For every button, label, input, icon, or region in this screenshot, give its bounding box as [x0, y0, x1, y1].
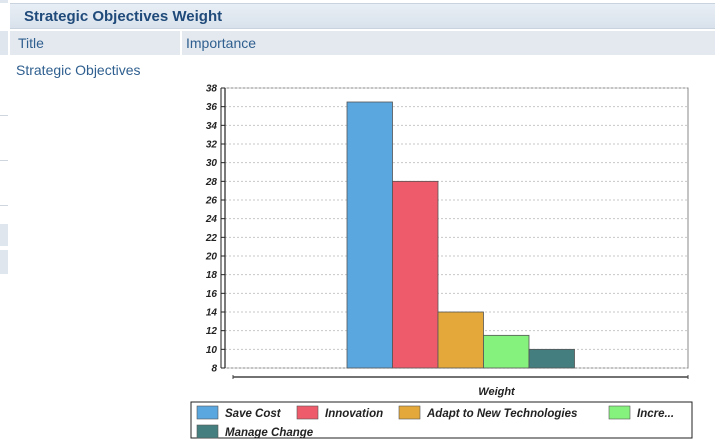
bar-save-cost [346, 101, 393, 369]
column-header-importance[interactable]: Importance [182, 31, 715, 55]
y-tick-label: 32 [206, 140, 218, 151]
panel-title: Strategic Objectives Weight [24, 8, 223, 25]
y-tick-label: 26 [205, 196, 218, 207]
row-title-cell: Strategic Objectives [16, 62, 141, 78]
left-sidebar-edge [0, 0, 8, 445]
y-tick-label: 12 [206, 326, 218, 337]
legend-swatch [608, 405, 631, 420]
legend-label: Manage Change [225, 427, 314, 439]
column-header-title[interactable]: Title [10, 31, 180, 55]
legend-label: Innovation [325, 408, 383, 420]
bar-innovation [392, 180, 439, 369]
y-tick-label: 10 [206, 345, 218, 356]
legend-label: Adapt to New Technologies [426, 408, 577, 420]
y-tick-label: 22 [205, 233, 218, 244]
y-tick-label: 34 [206, 121, 218, 132]
y-tick-label: 36 [206, 102, 218, 113]
weight-bar-chart: 8 10 12 14 16 18 20 22 24 26 28 30 32 34 36 38 Weight Sav… [190, 84, 693, 439]
panel-header: Strategic Objectives Weight [10, 3, 715, 29]
y-tick-label: 8 [211, 364, 217, 375]
y-tick-label: 16 [206, 289, 218, 300]
legend-swatch [398, 405, 421, 420]
chart-legend [190, 401, 693, 439]
legend-label: Incre... [637, 408, 674, 420]
x-axis-label: Weight [478, 386, 516, 398]
legend-label: Save Cost [225, 408, 282, 420]
bar-adapt-to-new-technologies [437, 311, 484, 369]
y-tick-label: 28 [205, 177, 218, 188]
y-tick-label: 38 [206, 84, 218, 95]
y-tick-label: 20 [205, 252, 218, 263]
y-tick-label: 14 [206, 308, 218, 319]
y-tick-label: 18 [206, 270, 218, 281]
bar-incre [483, 334, 530, 369]
legend-swatch [196, 424, 219, 439]
legend-swatch [296, 405, 319, 420]
legend-swatch [196, 405, 219, 420]
bar-manage-change [528, 348, 575, 369]
y-tick-label: 24 [205, 214, 218, 225]
y-tick-label: 30 [206, 158, 218, 169]
